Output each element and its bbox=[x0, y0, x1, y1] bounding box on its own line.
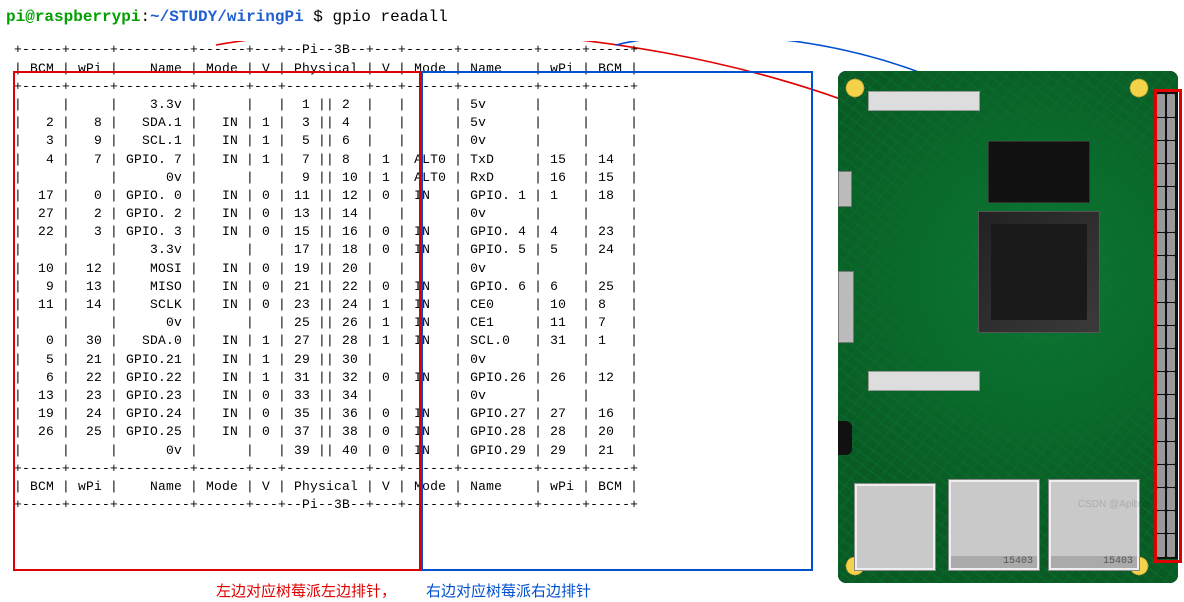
prompt-command: gpio readall bbox=[332, 8, 447, 26]
prompt-user: pi bbox=[6, 8, 25, 26]
watermark: CSDN @Apibro bbox=[1078, 500, 1148, 510]
prompt-path: ~/STUDY/wiringPi bbox=[150, 8, 304, 26]
shell-prompt: pi@raspberrypi:~/STUDY/wiringPi $ gpio r… bbox=[6, 6, 1178, 28]
caption-right: 右边对应树莓派右边排针 bbox=[426, 581, 591, 602]
micro-usb-port-icon bbox=[838, 171, 852, 207]
ethernet-port-icon bbox=[854, 483, 936, 571]
hdmi-port-icon bbox=[838, 271, 854, 343]
audio-jack-icon bbox=[838, 421, 852, 455]
ram-chip bbox=[988, 141, 1090, 203]
soc-chip bbox=[978, 211, 1100, 333]
camera-connector bbox=[868, 371, 980, 391]
usb-port-2-icon: 15403 bbox=[1048, 479, 1140, 571]
caption-left: 左边对应树莓派左边排针， bbox=[216, 581, 396, 602]
gpio-header-icon bbox=[1154, 91, 1178, 559]
stage: +-----+-----+---------+------+---+--Pi--… bbox=[6, 41, 1178, 514]
display-connector bbox=[868, 91, 980, 111]
prompt-host: raspberrypi bbox=[35, 8, 141, 26]
usb-port-1-icon: 15403 bbox=[948, 479, 1040, 571]
